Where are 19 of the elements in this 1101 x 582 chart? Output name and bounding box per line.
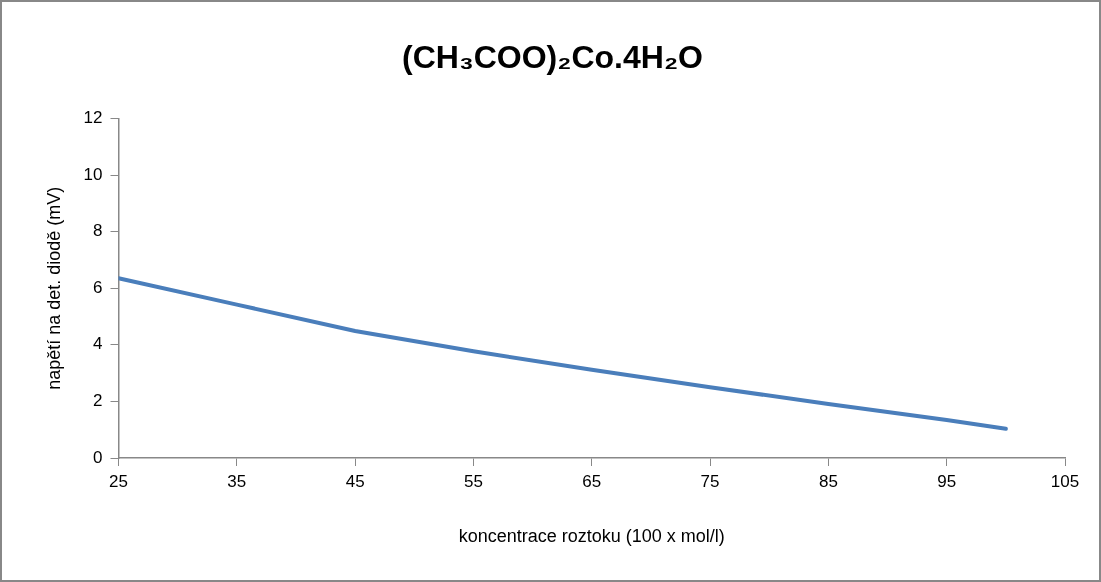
x-tick-label: 55 <box>463 471 483 491</box>
x-axis-title: koncentrace roztoku (100 x mol/l) <box>458 526 725 547</box>
x-tick-label: 45 <box>345 471 365 491</box>
y-axis-title: napětí na det. diodě (mV) <box>43 186 64 390</box>
chart-title: (CH₃COO)₂Co.4H₂O <box>402 39 703 76</box>
y-tick-label: 8 <box>93 221 103 241</box>
x-tick-label: 25 <box>109 471 128 491</box>
y-tick-label: 2 <box>93 391 103 411</box>
y-tick-label: 4 <box>93 334 103 354</box>
x-tick-label: 75 <box>700 471 720 491</box>
x-tick-label: 35 <box>227 471 247 491</box>
y-tick-label: 6 <box>93 277 103 297</box>
y-tick-label: 10 <box>83 164 103 184</box>
x-tick-label: 105 <box>1050 471 1080 491</box>
x-tick-label: 85 <box>818 471 838 491</box>
y-tick-label: 0 <box>93 447 103 467</box>
y-tick-label: 12 <box>83 108 103 128</box>
x-tick-label: 95 <box>937 471 957 491</box>
x-tick-label: 65 <box>582 471 602 491</box>
